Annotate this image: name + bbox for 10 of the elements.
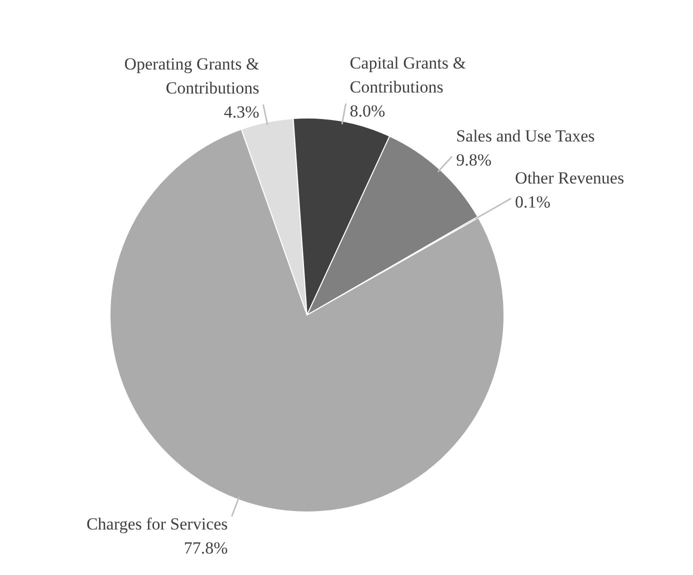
slice-label: Other Revenues	[515, 168, 624, 188]
data-label: 77.8%	[184, 538, 228, 558]
data-label: 9.8%	[456, 150, 492, 170]
data-label: 0.1%	[515, 192, 550, 212]
data-label: 8.0%	[350, 102, 386, 121]
slice-label: Capital Grants & Contributions	[350, 54, 466, 97]
data-label: 4.3%	[224, 102, 260, 122]
slice-label: Charges for Services	[86, 514, 228, 534]
slice-label: Sales and Use Taxes	[456, 126, 595, 146]
slice-label: Operating Grants & Contributions	[124, 54, 260, 98]
